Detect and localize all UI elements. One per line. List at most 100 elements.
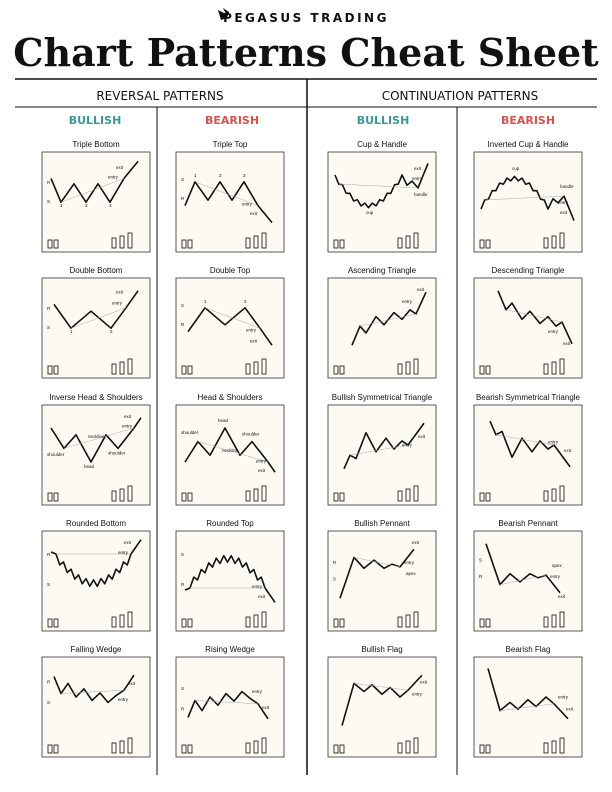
annotation: R: [181, 322, 185, 327]
price-line: [351, 291, 427, 346]
pattern-title: Bullish Flag: [361, 645, 402, 654]
column-header: BEARISH: [501, 114, 555, 127]
volume-bar: [479, 618, 485, 628]
volume-bar: [413, 358, 419, 375]
trend-line: [194, 700, 259, 705]
price-line: [184, 181, 273, 224]
annotation: head: [84, 464, 95, 469]
annotation: exit: [564, 448, 572, 453]
annotation: entry: [550, 574, 561, 579]
volume-bar: [47, 365, 53, 375]
pattern-title: Triple Top: [213, 140, 248, 149]
volume-bar: [485, 239, 491, 249]
volume-bar: [551, 740, 557, 754]
annotation: entry: [246, 328, 257, 333]
volume-bar: [187, 492, 193, 502]
volume-bar: [413, 611, 419, 628]
volume-bar: [187, 365, 193, 375]
annotation: cup: [366, 210, 374, 215]
annotation: exit: [116, 165, 124, 170]
volume-bar: [397, 490, 403, 502]
annotation: exit: [418, 434, 426, 439]
pattern-title: Inverted Cup & Handle: [488, 140, 569, 149]
volume-bar: [181, 744, 187, 754]
annotation: S: [47, 700, 50, 705]
volume-bar: [397, 616, 403, 628]
volume-bar: [127, 358, 133, 375]
volume-bar: [245, 616, 251, 628]
volume-bar: [405, 740, 411, 754]
volume-bar: [261, 611, 267, 628]
trend-line: [359, 313, 417, 327]
panel: [41, 277, 151, 379]
annotation: exit: [560, 210, 568, 215]
annotation: R: [479, 574, 483, 579]
annotation: exit: [258, 468, 266, 473]
annotation: R: [47, 180, 51, 185]
annotation: exit: [128, 681, 136, 686]
volume-bar: [479, 239, 485, 249]
volume-bar: [119, 235, 125, 249]
annotation: S: [47, 325, 50, 330]
annotation: 1: [204, 299, 207, 304]
trend-line: [63, 427, 135, 449]
volume-bar: [253, 614, 259, 628]
volume-bar: [245, 742, 251, 754]
pattern-title: Descending Triangle: [492, 266, 565, 275]
section-title: CONTINUATION PATTERNS: [382, 89, 539, 103]
section-title: REVERSAL PATTERNS: [96, 89, 223, 103]
annotation: entry: [118, 697, 129, 702]
pattern-title: Bearish Flag: [506, 645, 551, 654]
trend-line: [499, 574, 547, 585]
volume-bar: [551, 614, 557, 628]
annotation: R: [333, 560, 337, 565]
annotation: handle: [560, 184, 574, 189]
annotation: entry: [558, 694, 569, 699]
panel: [327, 530, 437, 632]
volume-bar: [413, 485, 419, 502]
pattern-title: Bearish Symmetrical Triangle: [476, 393, 581, 402]
annotation: cup: [512, 166, 520, 171]
volume-bar: [559, 358, 565, 375]
volume-bar: [339, 365, 345, 375]
pattern-title: Head & Shoulders: [198, 393, 263, 402]
trend-line: [338, 183, 419, 189]
pattern-title: Triple Bottom: [72, 140, 120, 149]
volume-bar: [543, 237, 549, 249]
volume-bar: [551, 361, 557, 375]
panel: [473, 404, 583, 506]
panel: [175, 277, 285, 379]
volume-bar: [405, 488, 411, 502]
volume-bar: [261, 485, 267, 502]
annotation: exit: [412, 540, 420, 545]
volume-bar: [333, 744, 339, 754]
trend-line: [353, 557, 401, 568]
annotation: apex: [406, 571, 417, 576]
annotation: apex: [552, 563, 563, 568]
trend-line: [204, 307, 261, 329]
annotation: S: [181, 177, 184, 182]
annotation: exit: [116, 290, 124, 295]
volume-bar: [551, 488, 557, 502]
annotation: exit: [414, 166, 422, 171]
volume-bar: [543, 616, 549, 628]
annotation: 2: [85, 203, 88, 208]
volume-bar: [127, 485, 133, 502]
price-line: [343, 422, 425, 470]
volume-bar: [253, 488, 259, 502]
volume-bar: [559, 737, 565, 754]
trend-line: [60, 178, 125, 203]
trend-line: [194, 181, 259, 206]
volume-bar: [261, 358, 267, 375]
column-header: BEARISH: [205, 114, 259, 127]
annotation: head: [218, 418, 229, 423]
annotation: exit: [420, 679, 428, 684]
volume-bar: [119, 488, 125, 502]
annotation: handle: [414, 192, 428, 197]
trend-line: [70, 307, 127, 329]
annotation: S: [181, 686, 184, 691]
annotation: S: [181, 303, 184, 308]
volume-bar: [405, 614, 411, 628]
annotation: R: [47, 306, 51, 311]
volume-bar: [187, 239, 193, 249]
